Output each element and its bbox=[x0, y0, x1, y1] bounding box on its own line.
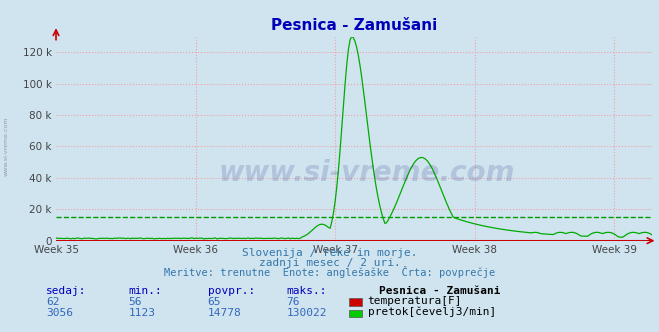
Text: povpr.:: povpr.: bbox=[208, 286, 255, 296]
Text: 3056: 3056 bbox=[46, 308, 73, 318]
Text: 62: 62 bbox=[46, 297, 59, 307]
Text: 56: 56 bbox=[129, 297, 142, 307]
Title: Pesnica - Zamušani: Pesnica - Zamušani bbox=[271, 18, 438, 33]
Text: min.:: min.: bbox=[129, 286, 162, 296]
Text: 14778: 14778 bbox=[208, 308, 241, 318]
Text: www.si-vreme.com: www.si-vreme.com bbox=[219, 159, 515, 187]
Text: 76: 76 bbox=[287, 297, 300, 307]
Text: www.si-vreme.com: www.si-vreme.com bbox=[4, 116, 9, 176]
Text: Slovenija / reke in morje.: Slovenija / reke in morje. bbox=[242, 248, 417, 258]
Text: Meritve: trenutne  Enote: anglešaške  Črta: povprečje: Meritve: trenutne Enote: anglešaške Črta… bbox=[164, 266, 495, 278]
Text: temperatura[F]: temperatura[F] bbox=[368, 296, 462, 306]
Text: 65: 65 bbox=[208, 297, 221, 307]
Text: maks.:: maks.: bbox=[287, 286, 327, 296]
Text: zadnji mesec / 2 uri.: zadnji mesec / 2 uri. bbox=[258, 258, 401, 268]
Text: Pesnica - Zamušani: Pesnica - Zamušani bbox=[379, 286, 500, 296]
Text: 1123: 1123 bbox=[129, 308, 156, 318]
Text: 130022: 130022 bbox=[287, 308, 327, 318]
Text: pretok[čevelj3/min]: pretok[čevelj3/min] bbox=[368, 306, 496, 317]
Text: sedaj:: sedaj: bbox=[46, 286, 86, 296]
